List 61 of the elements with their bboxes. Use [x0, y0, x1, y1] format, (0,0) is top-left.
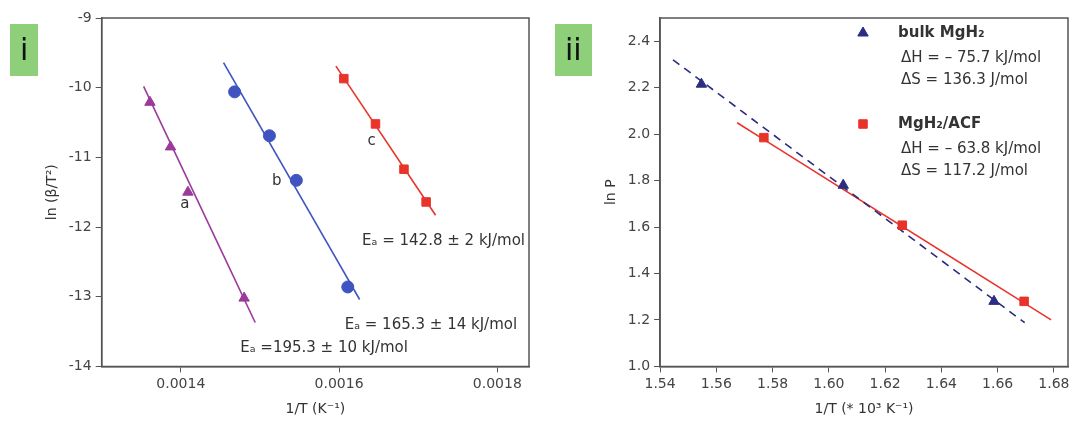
- y-tick-label: 1.4: [627, 264, 651, 281]
- y-axis-title: ln (β/T²): [43, 164, 60, 221]
- x-tick-label: 1.60: [813, 375, 845, 392]
- y-tick-label: -11: [68, 148, 92, 164]
- y-tick-label: -12: [68, 217, 92, 234]
- x-tick-label: 1.56: [700, 375, 733, 392]
- y-tick-label: 2.4: [627, 31, 651, 48]
- x-tick-label: 1.54: [644, 375, 676, 392]
- x-tick-label: 1.66: [982, 375, 1014, 392]
- point: [988, 294, 1000, 305]
- point: [759, 132, 769, 143]
- point: [897, 220, 908, 230]
- series-label: b: [272, 170, 282, 189]
- point: [370, 119, 381, 129]
- annotation: Eₐ = 165.3 ± 14 kJ/mol: [344, 315, 518, 334]
- x-tick-label: 1.68: [1038, 375, 1070, 392]
- point: [339, 73, 349, 84]
- text: ii: [555, 24, 592, 76]
- legend-label: bulk MgH₂: [898, 22, 985, 41]
- annotation: ΔH = – 75.7 kJ/mol: [901, 47, 1042, 66]
- y-tick-label: 1.8: [627, 171, 651, 188]
- annotation: ΔS = 136.3 J/mol: [901, 69, 1029, 88]
- x-tick-label: 1.62: [869, 375, 901, 392]
- annotation: ΔS = 117.2 J/mol: [901, 160, 1029, 179]
- y-tick-label: 1.0: [627, 357, 651, 374]
- x-tick-label: 0.0016: [314, 375, 364, 392]
- y-tick-label: 2.2: [627, 78, 651, 95]
- x-tick-label: 1.64: [925, 375, 958, 392]
- y-tick-label: 1.6: [627, 217, 651, 234]
- x-tick-label: 0.0018: [472, 375, 522, 392]
- y-tick-label: 1.2: [627, 310, 651, 327]
- point: [399, 164, 409, 174]
- point: [238, 291, 250, 302]
- x-axis-title: 1/T (* 10³ K⁻¹): [814, 400, 914, 417]
- legend-label: MgH₂/ACF: [898, 113, 982, 132]
- annotation: Eₐ = 142.8 ± 2 kJ/mol: [362, 231, 525, 250]
- annotation: Eₐ =195.3 ± 10 kJ/mol: [240, 338, 408, 357]
- point: [695, 77, 708, 88]
- y-tick-label: -13: [68, 287, 92, 304]
- y-axis-title: ln P: [602, 179, 619, 206]
- point: [164, 140, 177, 151]
- annotation: ΔH = – 63.8 kJ/mol: [901, 138, 1042, 157]
- point: [262, 129, 276, 143]
- point: [421, 197, 431, 207]
- point: [182, 185, 194, 196]
- point: [341, 280, 355, 294]
- point: [228, 85, 242, 99]
- point: [1019, 296, 1029, 307]
- y-tick-label: -14: [68, 357, 92, 374]
- point: [144, 95, 156, 106]
- point: [289, 173, 303, 187]
- x-axis-title: 1/T (K⁻¹): [285, 400, 346, 417]
- text: i: [10, 24, 39, 76]
- series-label: c: [367, 130, 376, 149]
- point: [837, 178, 849, 189]
- y-tick-label: -10: [68, 78, 92, 95]
- y-tick-label: -9: [77, 8, 92, 25]
- y-tick-label: 2.0: [627, 124, 651, 141]
- series-label: a: [180, 194, 190, 213]
- x-tick-label: 1.58: [757, 375, 789, 392]
- x-tick-label: 0.0014: [156, 375, 206, 392]
